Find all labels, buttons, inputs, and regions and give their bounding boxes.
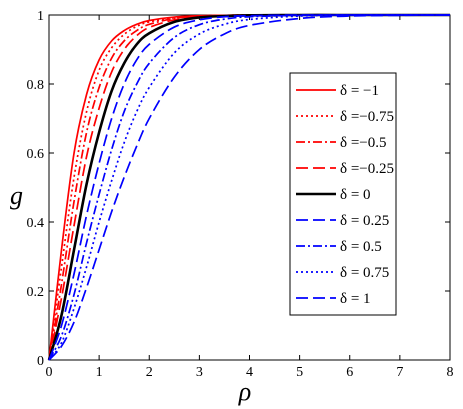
x-tick-label: 2 <box>146 365 153 380</box>
x-tick-label: 4 <box>246 365 253 380</box>
legend-label: δ = −1 <box>340 83 379 99</box>
legend: δ = −1 δ =−0.75 δ =−0.5 δ =−0.25 δ = 0 δ = 0.… <box>289 72 397 316</box>
x-axis-label: ρ <box>238 377 251 406</box>
series-line-6 <box>48 14 450 361</box>
x-tick-label: 1 <box>96 365 103 380</box>
y-axis-label: g <box>10 181 23 210</box>
x-tick-label: 8 <box>447 365 454 380</box>
legend-label: δ =−0.75 <box>340 109 394 125</box>
y-tick-label: 0.2 <box>27 285 45 300</box>
y-tick-label: 0 <box>37 354 44 369</box>
x-tick-label: 0 <box>46 365 53 380</box>
legend-label: δ = 0.25 <box>340 213 389 229</box>
y-tick-label: 0.8 <box>27 78 45 93</box>
x-tick-label: 3 <box>196 365 203 380</box>
y-tick-label: 0.6 <box>27 147 45 162</box>
legend-label: δ = 0.75 <box>340 265 389 281</box>
series-line-7 <box>48 14 451 361</box>
series-line-8 <box>48 14 451 361</box>
legend-label: δ =−0.25 <box>340 161 394 177</box>
legend-label: δ = 1 <box>340 291 371 307</box>
x-tick-label: 6 <box>346 365 353 380</box>
legend-label: δ =−0.5 <box>340 135 387 151</box>
legend-label: δ = 0.5 <box>340 239 382 255</box>
x-tick-label: 7 <box>396 365 403 380</box>
series-line-1 <box>48 14 450 361</box>
series-lines <box>47 13 451 361</box>
legend-label: δ = 0 <box>340 187 371 203</box>
series-line-5 <box>48 14 450 361</box>
y-tick-label: 1 <box>37 9 44 24</box>
x-tick-label: 5 <box>296 365 303 380</box>
axis-ticks: 0 1 2 3 4 5 6 7 8 0 0.2 0.4 0.6 0.8 1 <box>27 9 454 380</box>
y-tick-label: 0.4 <box>27 216 45 231</box>
